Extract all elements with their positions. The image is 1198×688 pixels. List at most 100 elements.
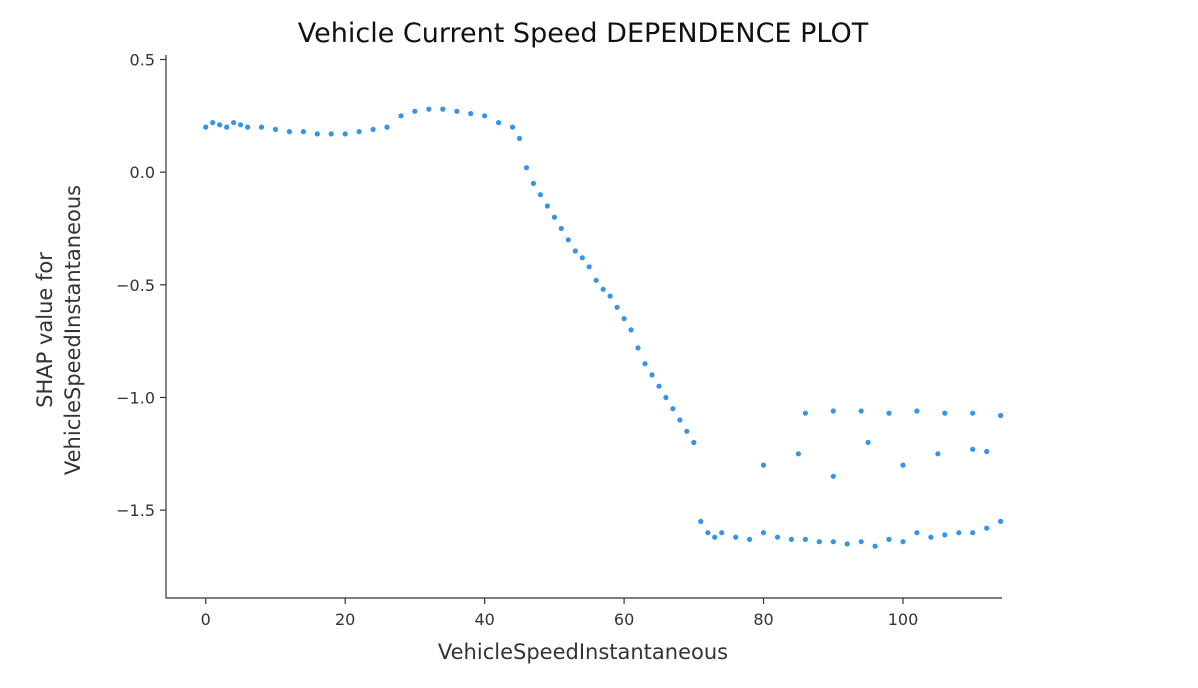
scatter-point [830, 473, 836, 479]
scatter-point [600, 286, 606, 292]
scatter-point [412, 108, 418, 114]
scatter-point [998, 412, 1004, 419]
y-tick-label: −0.5 [116, 276, 155, 295]
scatter-point [816, 539, 822, 545]
scatter-point [231, 120, 237, 126]
scatter-point [747, 536, 753, 543]
scatter-point [482, 113, 488, 119]
scatter-point [398, 113, 404, 119]
scatter-point [649, 372, 655, 378]
scatter-point [970, 446, 976, 452]
scatter-point [795, 451, 802, 457]
scatter-point [593, 277, 599, 283]
chart-title: Vehicle Current Speed DEPENDENCE PLOT [298, 18, 869, 49]
scatter-point [788, 536, 795, 543]
x-axis-title: VehicleSpeedInstantaneous [438, 640, 728, 664]
scatter-point [802, 536, 809, 543]
scatter-point [245, 124, 251, 130]
x-tick-label: 100 [888, 610, 919, 629]
scatter-point [956, 530, 962, 536]
scatter-point [258, 124, 265, 130]
scatter-point [670, 406, 676, 412]
scatter-point [914, 408, 920, 414]
scatter-point [370, 126, 376, 132]
scatter-point [426, 106, 432, 112]
scatter-point [300, 129, 306, 135]
scatter-point [886, 536, 892, 543]
scatter-point [928, 534, 934, 540]
scatter-point [621, 316, 627, 322]
scatter-point [844, 541, 850, 547]
scatter-point [210, 120, 216, 126]
scatter-point [496, 120, 502, 126]
x-tick-label: 20 [335, 610, 355, 629]
scatter-point [544, 203, 551, 209]
scatter-point [760, 462, 767, 468]
scatter-point [935, 451, 941, 457]
y-axis-title-line-1: SHAP value for [33, 252, 57, 408]
scatter-point [628, 327, 634, 333]
y-tick-label: −1.5 [116, 501, 155, 520]
y-axis-title: SHAP value for VehicleSpeedInstantaneous [33, 185, 85, 475]
scatter-point [356, 129, 362, 135]
scatter-point [970, 410, 976, 416]
x-tick-label: 40 [474, 610, 494, 629]
scatter-point [224, 124, 230, 130]
scatter-point [830, 408, 836, 414]
scatter-point [865, 439, 871, 446]
scatter-point [774, 534, 781, 540]
scatter-point [970, 530, 976, 536]
scatter-point [516, 135, 523, 141]
scatter-point [984, 448, 990, 455]
scatter-point [719, 530, 725, 536]
scatter-point [314, 131, 320, 137]
scatter-point [572, 248, 578, 254]
scatter-point [712, 534, 718, 540]
scatter-point [900, 462, 906, 468]
scatter-point [830, 539, 836, 545]
x-tick-label: 60 [614, 610, 634, 629]
y-tick-label: 0.0 [130, 163, 155, 182]
x-tick-label: 0 [201, 610, 211, 629]
scatter-point [384, 124, 390, 130]
scatter-point [663, 394, 669, 401]
scatter-point [537, 192, 544, 198]
scatter-point [440, 106, 446, 112]
scatter-point [872, 543, 878, 549]
scatter-point [942, 532, 948, 538]
y-axis-title-line-2: VehicleSpeedInstantaneous [61, 185, 85, 475]
scatter-point [558, 225, 564, 232]
scatter-point [760, 530, 767, 536]
scatter-point [509, 124, 516, 130]
scatter-point [984, 525, 990, 531]
scatter-point [203, 124, 209, 130]
scatter-point [886, 410, 892, 416]
scatter-points [203, 106, 1004, 549]
scatter-point [607, 293, 613, 299]
scatter-point [454, 108, 460, 114]
scatter-point [551, 214, 558, 220]
scatter-point [642, 361, 648, 367]
x-ticks: 0 20 40 60 80 100 [201, 598, 919, 629]
scatter-point [698, 518, 704, 525]
scatter-point [579, 255, 585, 261]
scatter-point [684, 428, 690, 434]
x-tick-label: 80 [753, 610, 773, 629]
scatter-point [733, 534, 739, 540]
scatter-point [998, 518, 1004, 525]
scatter-point [900, 539, 906, 545]
y-tick-label: 0.5 [130, 51, 155, 70]
scatter-point [586, 264, 592, 270]
scatter-point [286, 129, 292, 135]
scatter-point [942, 410, 948, 416]
scatter-point [705, 530, 711, 536]
scatter-point [614, 304, 620, 310]
scatter-point [272, 126, 279, 132]
scatter-point [530, 180, 537, 186]
scatter-point [677, 417, 683, 423]
scatter-point [468, 111, 474, 117]
scatter-point [635, 345, 641, 351]
scatter-point [802, 410, 809, 416]
scatter-point [914, 530, 920, 536]
